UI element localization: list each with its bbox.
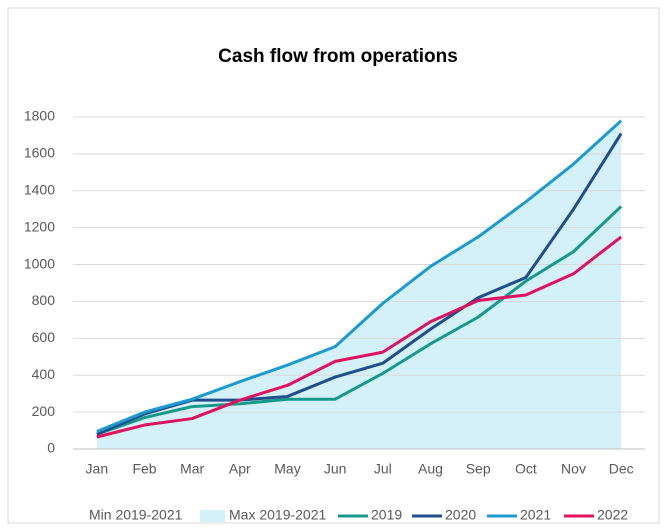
legend-label: 2021 <box>520 507 551 523</box>
legend-swatch <box>200 510 225 522</box>
x-tick-label: Nov <box>561 461 586 477</box>
y-tick-label: 1800 <box>24 108 55 124</box>
line <box>96 235 623 439</box>
line <box>96 119 623 433</box>
y-tick-label: 600 <box>32 329 56 345</box>
legend-label: 2022 <box>597 507 628 523</box>
x-tick-label: Sep <box>466 461 491 477</box>
x-tick-label: Jul <box>374 461 392 477</box>
y-tick-label: 1600 <box>24 145 55 161</box>
y-tick-label: 1400 <box>24 181 55 197</box>
x-tick-label: Mar <box>180 461 204 477</box>
y-tick-label: 400 <box>32 366 56 382</box>
y-tick-label: 1000 <box>24 255 55 271</box>
area <box>96 120 622 449</box>
x-tick-label: May <box>274 461 300 477</box>
legend-swatch <box>60 510 85 522</box>
x-tick-label: Jan <box>86 461 109 477</box>
y-tick-label: 200 <box>32 403 56 419</box>
x-tick-label: Oct <box>515 461 537 477</box>
x-tick-label: Feb <box>132 461 156 477</box>
y-tick-label: 1200 <box>24 218 55 234</box>
line <box>96 205 623 436</box>
chart-title: Cash flow from operations <box>218 46 458 67</box>
legend-label: 2019 <box>371 507 402 523</box>
x-tick-label: Jun <box>324 461 347 477</box>
legend-label: 2020 <box>445 507 476 523</box>
x-tick-label: Dec <box>609 461 634 477</box>
legend-label: Min 2019-2021 <box>89 507 183 523</box>
y-tick-label: 0 <box>47 440 55 456</box>
x-tick-label: Apr <box>229 461 251 477</box>
x-tick-label: Aug <box>418 461 443 477</box>
y-tick-label: 800 <box>32 292 56 308</box>
legend-label: Max 2019-2021 <box>229 507 327 523</box>
